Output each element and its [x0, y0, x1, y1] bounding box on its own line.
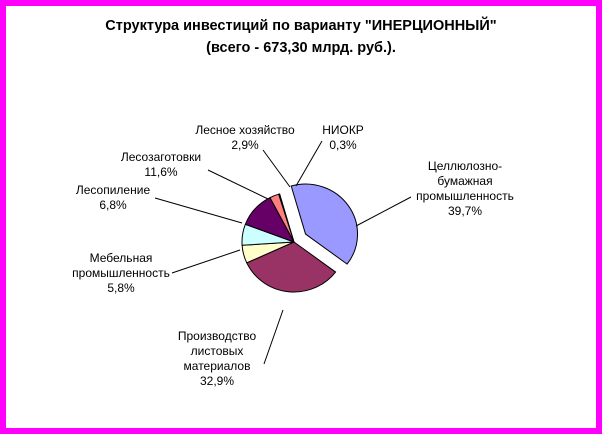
slice-label-3: Лесопиление 6,8%: [76, 183, 151, 212]
slice-label-5: Лесное хозяйство 2,9%: [195, 123, 295, 152]
pie-slice-1: [246, 241, 337, 293]
leader-line-6: [295, 140, 323, 187]
slice-name-3: Лесопиление: [76, 183, 151, 197]
slice-label-0: Целлюлозно-бумажная промышленность 39,7%: [416, 159, 514, 218]
slice-name-1: Производство: [178, 329, 257, 343]
slice-name-2: промышленность: [72, 266, 170, 280]
slice-name-0: промышленность: [416, 189, 514, 203]
chart-title-line-2: (всего - 673,30 млрд. руб.).: [206, 40, 396, 56]
leader-line-3: [154, 197, 243, 224]
pie-slice-0: [290, 183, 358, 265]
slice-label-2: Мебельная промышленность 5,8%: [72, 251, 170, 295]
chart-title-line-1: Структура инвестиций по варианту "ИНЕРЦИ…: [105, 18, 497, 34]
slice-label-6: НИОКР 0,3%: [322, 123, 364, 152]
leader-line-4: [207, 169, 269, 200]
pie-slice-6: [278, 193, 295, 243]
slice-name-4: Лесозаготовки: [121, 150, 201, 164]
slice-value-5: 2,9%: [231, 138, 259, 152]
slice-name-0: бумажная: [437, 174, 492, 188]
leader-line-2: [171, 249, 241, 274]
leader-line-5: [262, 149, 291, 188]
slice-value-1: 32,9%: [200, 374, 234, 388]
leader-line-1: [263, 309, 284, 365]
slice-name-2: Мебельная: [90, 251, 153, 265]
slice-label-4: Лесозаготовки 11,6%: [121, 150, 201, 179]
slice-name-1: листовых: [191, 344, 244, 358]
slice-name-0: Целлюлозно-: [428, 159, 502, 173]
slice-value-6: 0,3%: [329, 138, 357, 152]
chart-title: Структура инвестиций по варианту "ИНЕРЦИ…: [6, 15, 596, 59]
slice-name-6: НИОКР: [322, 123, 364, 137]
slice-value-3: 6,8%: [99, 198, 127, 212]
slice-name-1: материалов: [184, 359, 251, 373]
slice-value-0: 39,7%: [448, 204, 482, 218]
slice-value-2: 5,8%: [107, 281, 135, 295]
leader-line-0: [355, 196, 412, 227]
slice-value-4: 11,6%: [144, 165, 177, 179]
slice-label-1: Производство листовых материалов 32,9%: [178, 329, 257, 388]
slice-name-5: Лесное хозяйство: [195, 123, 295, 137]
